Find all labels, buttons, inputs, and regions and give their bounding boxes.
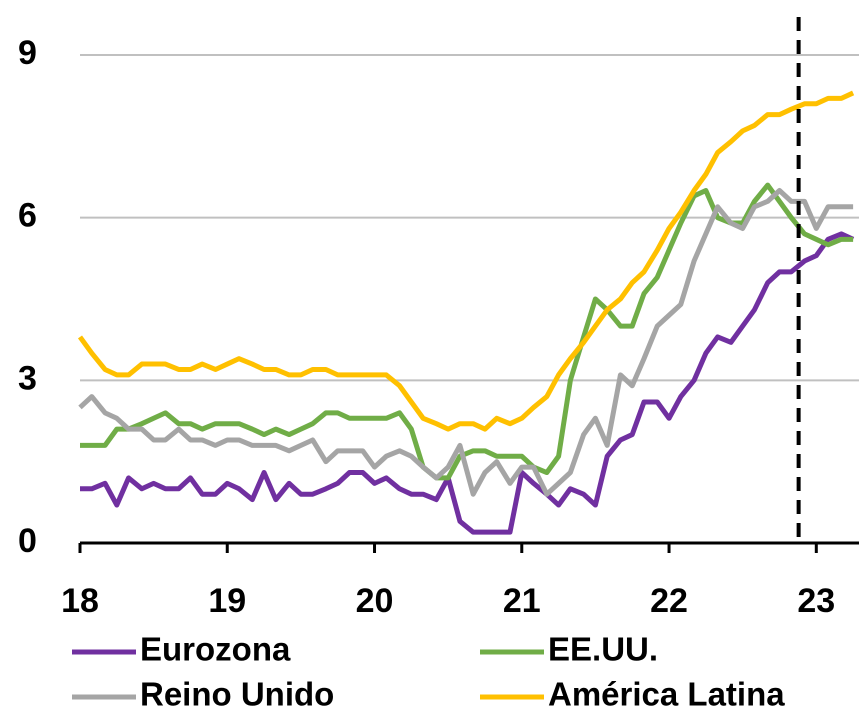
series-line: [77, 90, 855, 432]
y-tick-label: 0: [18, 522, 37, 560]
x-tick-label: 19: [208, 582, 246, 620]
legend-label: Eurozona: [140, 631, 291, 668]
y-tick-label: 6: [18, 197, 37, 235]
y-tick-label: 9: [18, 34, 37, 72]
x-tick-label: 20: [356, 582, 394, 620]
legend-label: Reino Unido: [140, 676, 334, 713]
x-tick-label: 21: [503, 582, 541, 620]
x-tick-label: 22: [650, 582, 688, 620]
x-tick-label: 18: [61, 582, 99, 620]
x-tick-label: 23: [797, 582, 835, 620]
y-tick-label: 3: [18, 359, 37, 397]
series-line: [80, 231, 855, 535]
series-line: [78, 188, 854, 497]
series-line: [80, 182, 854, 481]
legend-label: EE.UU.: [548, 631, 658, 668]
legend-label: América Latina: [548, 676, 785, 713]
